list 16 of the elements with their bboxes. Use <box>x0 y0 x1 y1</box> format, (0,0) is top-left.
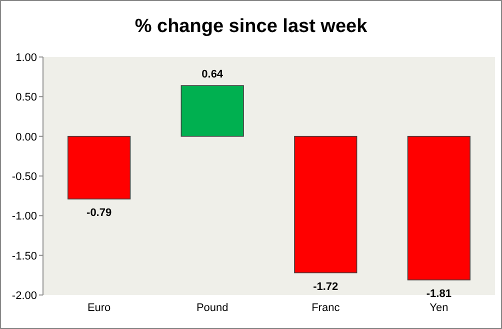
y-tick-label: 0.50 <box>16 92 37 104</box>
y-tick-label: -1.00 <box>12 210 37 223</box>
y-tick-label: 0.00 <box>16 131 37 144</box>
x-tick-label: Franc <box>312 302 340 314</box>
x-tick-label: Yen <box>430 302 448 314</box>
data-label: -1.72 <box>313 280 338 293</box>
x-tick-label: Pound <box>196 302 228 314</box>
y-tick-label: -2.00 <box>12 290 37 302</box>
x-tick-label: Euro <box>87 302 111 314</box>
data-label: -0.79 <box>86 207 112 220</box>
data-label: 0.64 <box>202 68 224 81</box>
data-label: -1.81 <box>426 288 452 300</box>
y-tick-label: 1.00 <box>16 52 37 64</box>
y-tick-label: -1.50 <box>12 250 37 262</box>
chart-title: % change since last week <box>134 16 368 37</box>
y-tick-label: -0.50 <box>12 171 37 183</box>
